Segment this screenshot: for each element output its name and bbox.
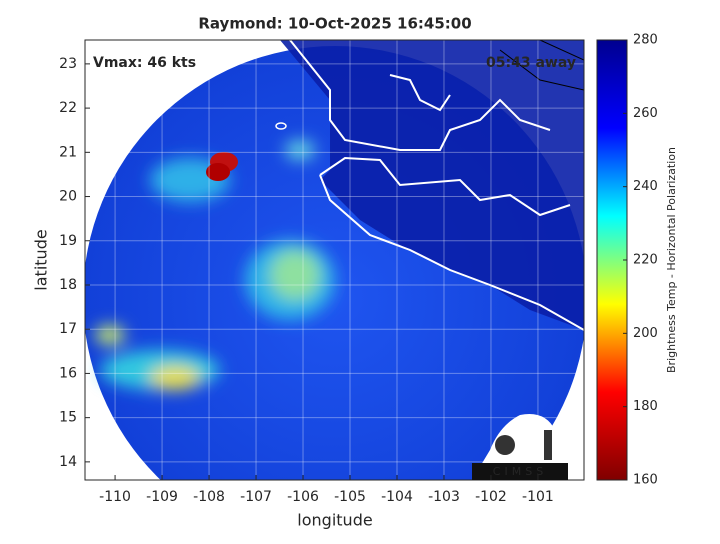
y-tick-label: 21 (59, 144, 77, 160)
y-axis-label: latitude (32, 229, 51, 290)
colorbar (596, 39, 628, 481)
colorbar-tick-label: 280 (633, 33, 658, 48)
map-image (85, 40, 584, 480)
x-tick-label: -104 (381, 489, 413, 505)
y-tick-label: 20 (59, 189, 77, 205)
plot-frame (84, 39, 585, 481)
logo-text: CIMSS (493, 465, 547, 478)
y-tick-label: 18 (59, 277, 77, 293)
y-tick-label: 23 (59, 56, 77, 72)
colorbar-tick-label: 220 (633, 253, 658, 268)
y-tick-label: 19 (59, 233, 77, 249)
annotation: 05:43 away (486, 55, 576, 71)
colorbar-tick-label: 200 (633, 326, 658, 341)
y-tick-label: 14 (59, 454, 77, 470)
y-tick-label: 17 (59, 321, 77, 337)
x-tick-label: -109 (146, 489, 178, 505)
y-tick-label: 15 (59, 410, 77, 426)
y-tick-label: 16 (59, 365, 77, 381)
annotation: Vmax: 46 kts (93, 55, 196, 71)
colorbar-label: Brightness Temp - Horizontal Polarizatio… (665, 147, 678, 373)
x-tick-label: -107 (240, 489, 272, 505)
x-tick-label: -105 (334, 489, 366, 505)
colorbar-tick-label: 260 (633, 106, 658, 121)
colorbar-tick-label: 240 (633, 179, 658, 194)
x-tick-label: -110 (99, 489, 131, 505)
colorbar-tick-label: 180 (633, 399, 658, 414)
x-tick-label: -108 (193, 489, 225, 505)
x-tick-label: -101 (522, 489, 554, 505)
x-tick-label: -106 (287, 489, 319, 505)
chart-title: Raymond: 10-Oct-2025 16:45:00 (198, 15, 471, 33)
y-tick-label: 22 (59, 100, 77, 116)
x-tick-label: -102 (475, 489, 507, 505)
logo: CIMSS (472, 414, 568, 480)
x-axis-label: longitude (297, 511, 372, 530)
x-tick-label: -103 (428, 489, 460, 505)
colorbar-tick-label: 160 (633, 473, 658, 488)
